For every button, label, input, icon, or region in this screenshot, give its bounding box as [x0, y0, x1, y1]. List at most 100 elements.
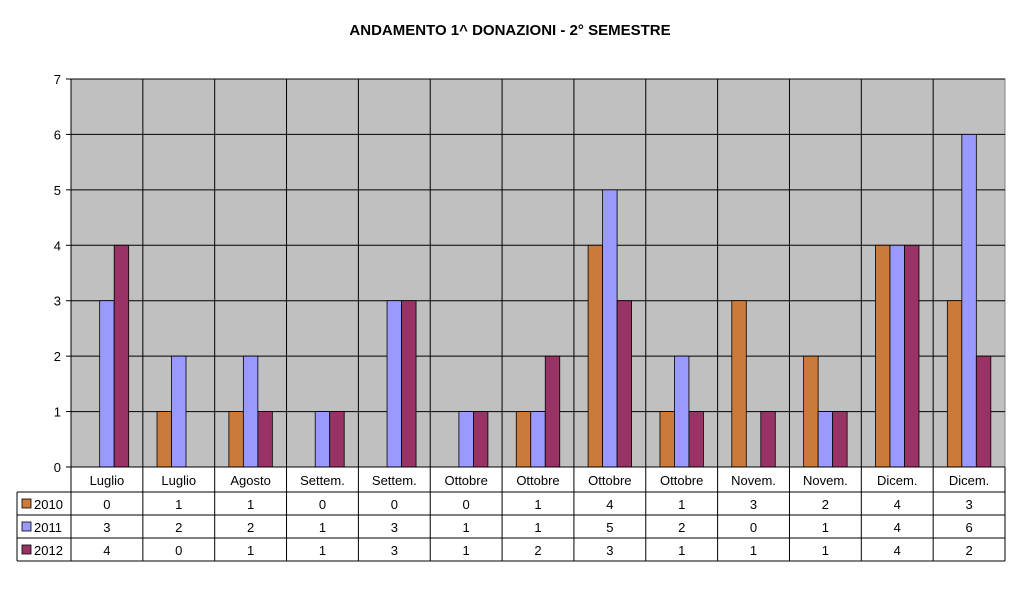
- data-table-cell: 1: [175, 497, 182, 512]
- data-table-cell: 0: [463, 497, 470, 512]
- data-table-cell: 1: [750, 543, 757, 558]
- bar-2011-11: [889, 244, 905, 468]
- data-table-cell: 1: [319, 543, 326, 558]
- bar-2012-12: [975, 355, 992, 468]
- bar-2010-12: [946, 300, 963, 468]
- legend-swatch-2012: [21, 544, 32, 555]
- plot-area: [70, 78, 1006, 468]
- data-table-cell: 1: [463, 520, 470, 535]
- bar-2011-12: [961, 134, 977, 468]
- legend-swatch-2010: [21, 498, 32, 509]
- data-table-cell: 3: [391, 543, 398, 558]
- data-table-cell: 2: [822, 497, 829, 512]
- bar-2011-6: [530, 411, 546, 468]
- bar-2012-2: [257, 411, 273, 468]
- bar-2010-11: [875, 244, 891, 468]
- bar-2012-3: [329, 411, 345, 468]
- y-tick-label: 6: [54, 127, 61, 142]
- bar-2010-1: [156, 411, 172, 468]
- x-tick-label: Ottobre: [660, 473, 703, 488]
- bar-2011-10: [817, 411, 834, 468]
- data-table-cell: 2: [965, 543, 972, 558]
- y-tick-label: 3: [54, 294, 61, 309]
- legend-label: 2011: [34, 520, 62, 535]
- x-tick-label: Dicem.: [949, 473, 989, 488]
- data-table-cell: 4: [606, 497, 613, 512]
- bar-2012-0: [113, 244, 130, 468]
- chart-title: ANDAMENTO 1^ DONAZIONI - 2° SEMESTRE: [349, 22, 670, 39]
- x-tick-label: Luglio: [161, 473, 196, 488]
- x-tick-label: Ottobre: [444, 473, 487, 488]
- bar-2010-6: [515, 411, 532, 468]
- x-tick-label: Dicem.: [877, 473, 917, 488]
- y-tick-label: 1: [54, 405, 61, 420]
- bar-2011-2: [242, 355, 259, 468]
- bar-2010-7: [587, 244, 603, 468]
- bar-2010-2: [228, 411, 244, 468]
- data-table-cell: 2: [175, 520, 182, 535]
- data-table-cell: 1: [678, 497, 685, 512]
- data-table-cell: 0: [319, 497, 326, 512]
- y-tick-label: 4: [54, 238, 61, 253]
- bar-2012-7: [616, 300, 632, 468]
- bar-2011-7: [602, 189, 618, 468]
- bar-2010-9: [731, 300, 747, 468]
- data-table-cell: 3: [103, 520, 110, 535]
- data-table-cell: 3: [965, 497, 972, 512]
- bar-2011-3: [314, 411, 331, 468]
- data-table-cell: 0: [750, 520, 757, 535]
- bar-2012-11: [904, 244, 920, 468]
- bar-2012-4: [401, 300, 417, 468]
- x-tick-label: Novem.: [803, 473, 848, 488]
- data-table-cell: 1: [534, 520, 541, 535]
- bar-2012-8: [688, 411, 704, 468]
- bar-2010-10: [803, 355, 819, 468]
- legend-label: 2012: [34, 543, 63, 558]
- y-tick-label: 5: [54, 183, 61, 198]
- bar-2011-4: [386, 300, 402, 468]
- data-table-cell: 4: [894, 520, 901, 535]
- data-table-cell: 0: [391, 497, 398, 512]
- x-tick-label: Novem.: [731, 473, 776, 488]
- data-table-cell: 5: [606, 520, 613, 535]
- data-table-cell: 0: [175, 543, 182, 558]
- data-table-cell: 1: [822, 520, 829, 535]
- data-table-cell: 6: [965, 520, 972, 535]
- y-tick-label: 7: [54, 72, 61, 87]
- data-table-cell: 3: [606, 543, 613, 558]
- data-table-cell: 1: [822, 543, 829, 558]
- data-table-cell: 1: [247, 497, 254, 512]
- bar-2012-6: [544, 355, 561, 468]
- y-tick-label: 2: [54, 349, 61, 364]
- x-tick-label: Agosto: [230, 473, 270, 488]
- data-table-cell: 2: [678, 520, 685, 535]
- bar-2011-8: [674, 355, 690, 468]
- data-table-cell: 1: [463, 543, 470, 558]
- data-table-cell: 2: [247, 520, 254, 535]
- x-tick-label: Ottobre: [588, 473, 631, 488]
- data-table-cell: 0: [103, 497, 110, 512]
- bar-2011-1: [171, 355, 187, 468]
- bar-2012-5: [473, 411, 489, 468]
- bar-2011-5: [458, 411, 474, 468]
- data-table-cell: 2: [534, 543, 541, 558]
- data-table-cell: 1: [678, 543, 685, 558]
- data-table-cell: 4: [894, 543, 901, 558]
- data-table-cell: 1: [247, 543, 254, 558]
- bar-2012-10: [832, 411, 848, 468]
- x-tick-label: Settem.: [372, 473, 417, 488]
- data-table-cell: 1: [534, 497, 541, 512]
- data-table-cell: 3: [391, 520, 398, 535]
- data-table-cell: 1: [319, 520, 326, 535]
- bar-2010-8: [659, 411, 675, 468]
- x-tick-label: Settem.: [300, 473, 345, 488]
- x-tick-label: Ottobre: [516, 473, 559, 488]
- bar-2011-0: [99, 300, 115, 468]
- bar-2012-9: [760, 411, 776, 468]
- y-tick-label: 0: [54, 460, 61, 475]
- x-tick-label: Luglio: [90, 473, 125, 488]
- data-table-cell: 4: [894, 497, 901, 512]
- legend-swatch-2011: [21, 521, 32, 532]
